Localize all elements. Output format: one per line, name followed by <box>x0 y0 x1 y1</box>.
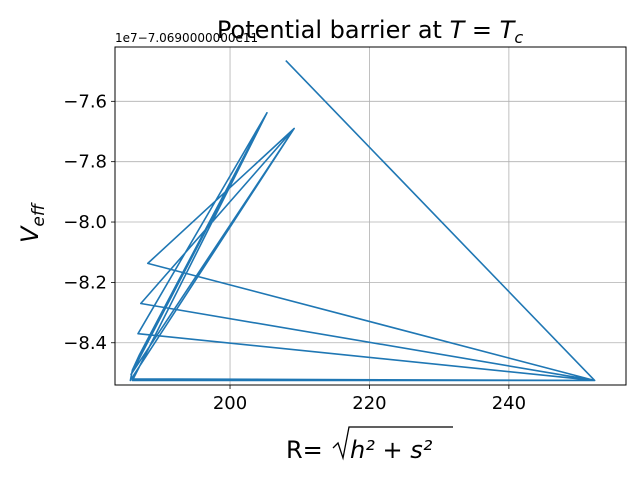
y-axis-label: Veff <box>16 202 49 243</box>
axis-ticks: 200 220 240 −8.4 −8.2 −8.0 −7.8 −7.6 <box>63 91 526 414</box>
grid-lines <box>115 47 626 385</box>
x-tick-label: 240 <box>492 393 526 414</box>
plot-frame <box>114 46 627 386</box>
x-axis-label-prefix: R= <box>286 436 323 464</box>
sqrt-symbol <box>332 426 453 461</box>
series-line-0 <box>129 60 596 382</box>
x-axis-label-radicand: h² + s² <box>350 436 433 464</box>
x-axis-label: R= h² + s² <box>286 426 453 464</box>
y-tick-label: −8.2 <box>63 272 107 293</box>
x-tick-label: 200 <box>213 393 247 414</box>
y-tick-label: −7.6 <box>63 91 107 112</box>
series-layer <box>129 60 596 382</box>
y-tick-label: −7.8 <box>63 152 107 173</box>
y-offset-text: 1e7−7.0690000000e11 <box>115 31 258 45</box>
y-tick-label: −8.0 <box>63 212 107 233</box>
chart-title: Potential barrier at T = Tc <box>217 16 523 47</box>
y-tick-label: −8.4 <box>63 333 107 354</box>
x-tick-label: 220 <box>352 393 386 414</box>
